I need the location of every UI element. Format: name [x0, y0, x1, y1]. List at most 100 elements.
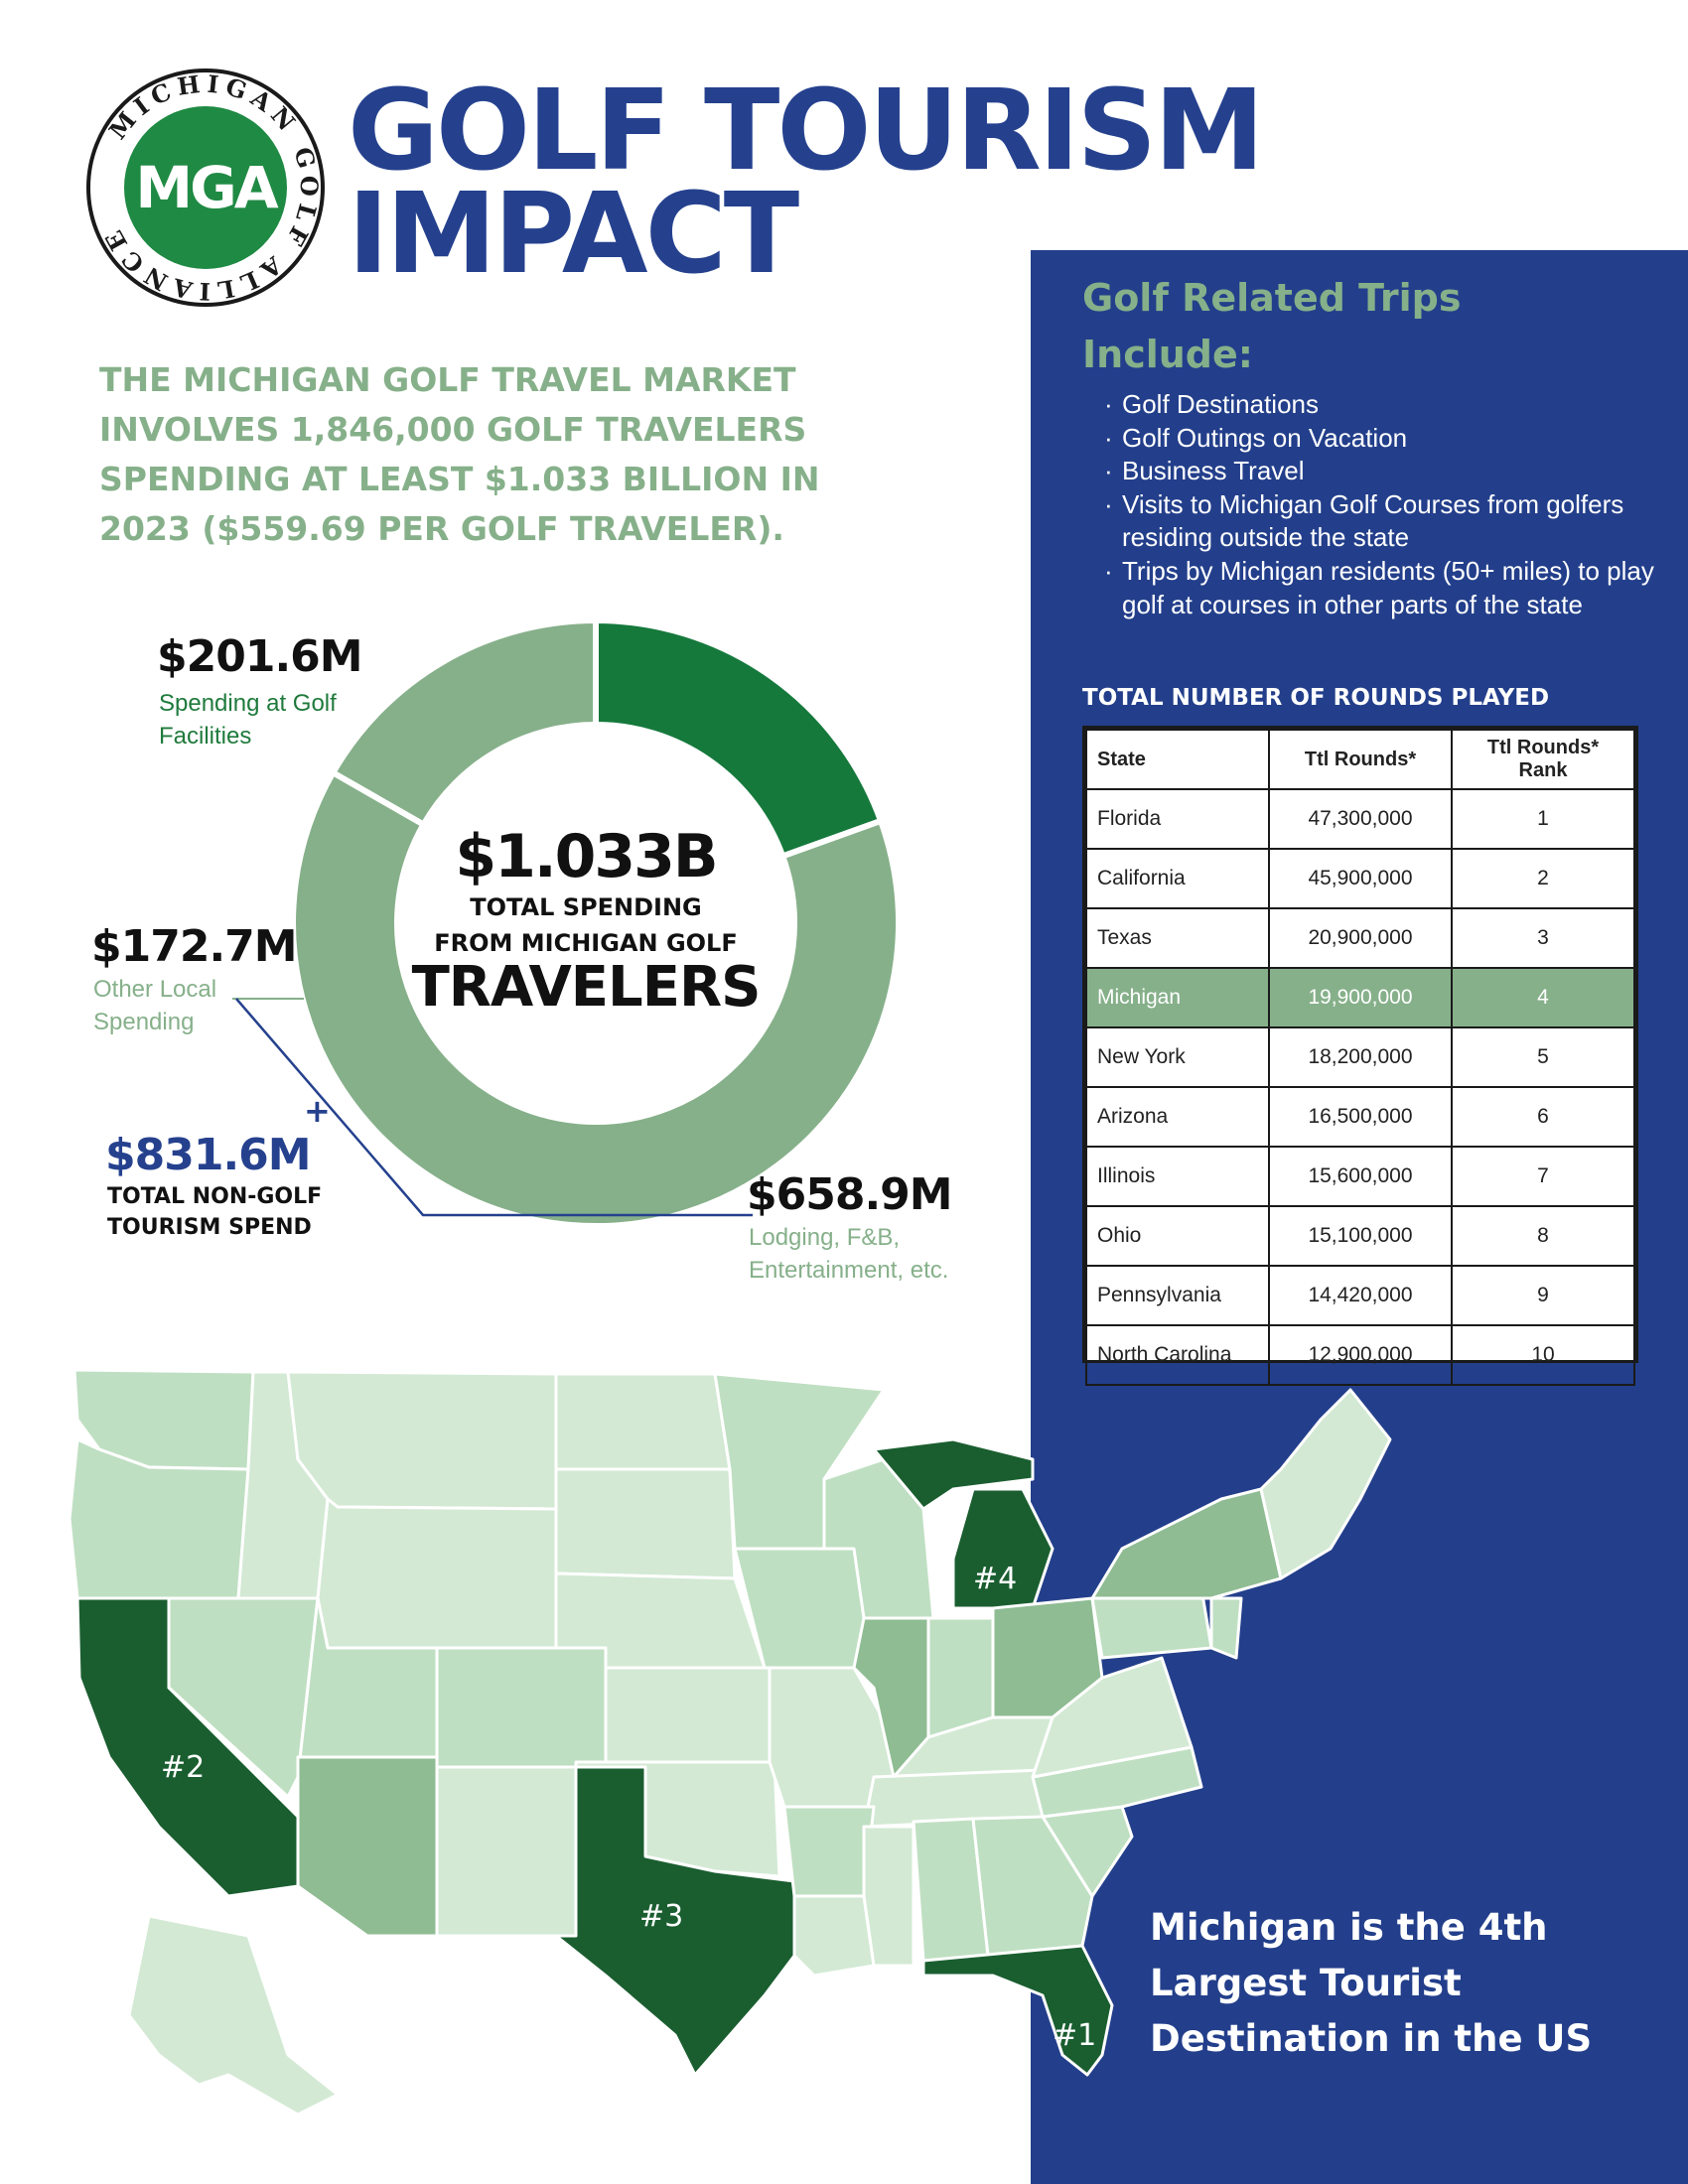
rounds-table-container: State Ttl Rounds* Ttl Rounds* Rank Flori…: [1082, 726, 1638, 1386]
donut-center-line-1: TOTAL SPENDING: [470, 893, 702, 921]
state-north-dakota: [554, 1372, 732, 1471]
rank-label-michigan: #4: [973, 1562, 1017, 1596]
slice-value-lodging: $658.9M: [747, 1169, 953, 1220]
slice-desc-other-local: Other Local Spending: [93, 976, 217, 1035]
rounds-cell: 47,300,000: [1268, 788, 1453, 850]
state-new-mexico: [435, 1765, 578, 1938]
rank-cell: 10: [1451, 1324, 1635, 1386]
nongolf-value: $831.6M: [105, 1130, 312, 1180]
rank-label-florida: #1: [1053, 2018, 1096, 2053]
table-row: Arizona 16,500,000 6: [1085, 1086, 1635, 1148]
rounds-cell: 14,420,000: [1268, 1265, 1453, 1326]
state-new-jersey: [1209, 1596, 1243, 1660]
rounds-cell: 20,900,000: [1268, 907, 1453, 969]
table-row: North Carolina 12,900,000 10: [1085, 1324, 1635, 1386]
state-arizona: [296, 1755, 439, 1938]
logo-mark: MGA: [135, 154, 278, 221]
slice-other-local: [329, 616, 599, 829]
table-body: Florida 47,300,000 1 California 45,900,000 2 T…: [1085, 788, 1635, 1386]
rank-cell: 9: [1451, 1265, 1635, 1326]
column-header: Ttl Rounds* Rank: [1451, 729, 1635, 790]
state-cell: California: [1085, 848, 1270, 909]
callout-text: Michigan is the 4th Largest Tourist Dest…: [1150, 1906, 1593, 2060]
state-texas: [494, 1765, 796, 2077]
rounds-cell: 18,200,000: [1268, 1026, 1453, 1088]
donut-center-line-3: TRAVELERS: [411, 955, 762, 1020]
nongolf-label: TOTAL NON-GOLF TOURISM SPEND: [107, 1184, 323, 1240]
table-row: New York 18,200,000 5: [1085, 1026, 1635, 1088]
state-arkansas: [782, 1805, 876, 1898]
rank-label-california: #2: [161, 1750, 205, 1785]
slice-value-other-local: $172.7M: [91, 921, 298, 972]
page-title-line-2: IMPACT: [348, 170, 799, 299]
slice-desc-golf-facilities: Spending at Golf Facilities: [159, 690, 337, 750]
state-virginia: [1031, 1656, 1194, 1779]
rounds-cell: 45,900,000: [1268, 848, 1453, 909]
table-header-row: State Ttl Rounds* Ttl Rounds* Rank: [1085, 729, 1635, 790]
column-header: Ttl Rounds*: [1268, 729, 1453, 790]
rank-cell: 3: [1451, 907, 1635, 969]
state-louisiana: [792, 1894, 876, 1978]
state-cell: Arizona: [1085, 1086, 1270, 1148]
table-row: Pennsylvania 14,420,000 9: [1085, 1265, 1635, 1326]
rounds-table: State Ttl Rounds* Ttl Rounds* Rank Flori…: [1085, 729, 1635, 1386]
trips-item: Trips by Michigan residents (50+ miles) …: [1102, 555, 1658, 621]
rounds-cell: 15,100,000: [1268, 1205, 1453, 1267]
rounds-cell: 16,500,000: [1268, 1086, 1453, 1148]
rank-cell: 5: [1451, 1026, 1635, 1088]
us-map: #1 #2 #3 #4: [68, 1368, 1392, 2116]
state-cell: North Carolina: [1085, 1324, 1270, 1386]
state-nevada: [167, 1596, 320, 1799]
state-cell: Pennsylvania: [1085, 1265, 1270, 1326]
rounds-cell: 12,900,000: [1268, 1324, 1453, 1386]
table-row: Illinois 15,600,000 7: [1085, 1146, 1635, 1207]
intro-text: THE MICHIGAN GOLF TRAVEL MARKET INVOLVES…: [99, 360, 820, 548]
slice-desc-lodging: Lodging, F&B, Entertainment, etc.: [749, 1224, 949, 1284]
rounds-cell: 15,600,000: [1268, 1146, 1453, 1207]
state-cell: Texas: [1085, 907, 1270, 969]
state-cell: New York: [1085, 1026, 1270, 1088]
state-cell: Ohio: [1085, 1205, 1270, 1267]
rank-cell: 1: [1451, 788, 1635, 850]
state-montana: [286, 1370, 558, 1511]
trips-list: Golf Destinations Golf Outings on Vacati…: [1102, 388, 1658, 621]
donut-center-line-2: FROM MICHIGAN GOLF: [434, 929, 738, 957]
rank-cell: 4: [1451, 967, 1635, 1028]
trips-title: Golf Related Trips Include:: [1082, 276, 1462, 376]
table-row: Texas 20,900,000 3: [1085, 907, 1635, 969]
rank-labels: #1 #2 #3 #4: [161, 1562, 1096, 2053]
page-title-line-1: GOLF TOURISM: [348, 67, 1265, 196]
donut-center-total: $1.033B: [455, 822, 718, 891]
rounds-cell: 19,900,000: [1268, 967, 1453, 1028]
rank-cell: 8: [1451, 1205, 1635, 1267]
state-alaska: [127, 1914, 340, 2116]
state-south-dakota: [554, 1467, 737, 1580]
state-new-york: [1090, 1487, 1283, 1600]
state-florida: [921, 1944, 1114, 2077]
trips-item: Golf Outings on Vacation: [1102, 422, 1658, 456]
state-wyoming: [316, 1497, 558, 1650]
table-row: Florida 47,300,000 1: [1085, 788, 1635, 850]
table-row: California 45,900,000 2: [1085, 848, 1635, 909]
state-new-england: [1259, 1388, 1392, 1580]
rank-cell: 2: [1451, 848, 1635, 909]
state-michigan-upper: [872, 1437, 1035, 1511]
state-georgia: [971, 1815, 1094, 1958]
slice-value-golf-facilities: $201.6M: [157, 631, 363, 682]
state-cell: Florida: [1085, 788, 1270, 850]
plus-sign: +: [304, 1092, 331, 1130]
slice-golf-facilities: [593, 616, 885, 861]
trips-item: Visits to Michigan Golf Courses from gol…: [1102, 488, 1658, 555]
state-mississippi: [862, 1825, 915, 1968]
state-kansas: [604, 1666, 772, 1764]
table-row: Michigan 19,900,000 4: [1085, 967, 1635, 1028]
trips-item: Business Travel: [1102, 455, 1658, 488]
state-cell: Michigan: [1085, 967, 1270, 1028]
column-header: State: [1085, 729, 1270, 790]
rank-label-texas: #3: [639, 1899, 683, 1934]
trips-item: Golf Destinations: [1102, 388, 1658, 422]
rank-cell: 6: [1451, 1086, 1635, 1148]
state-cell: Illinois: [1085, 1146, 1270, 1207]
state-colorado: [435, 1646, 608, 1769]
table-row: Ohio 15,100,000 8: [1085, 1205, 1635, 1267]
